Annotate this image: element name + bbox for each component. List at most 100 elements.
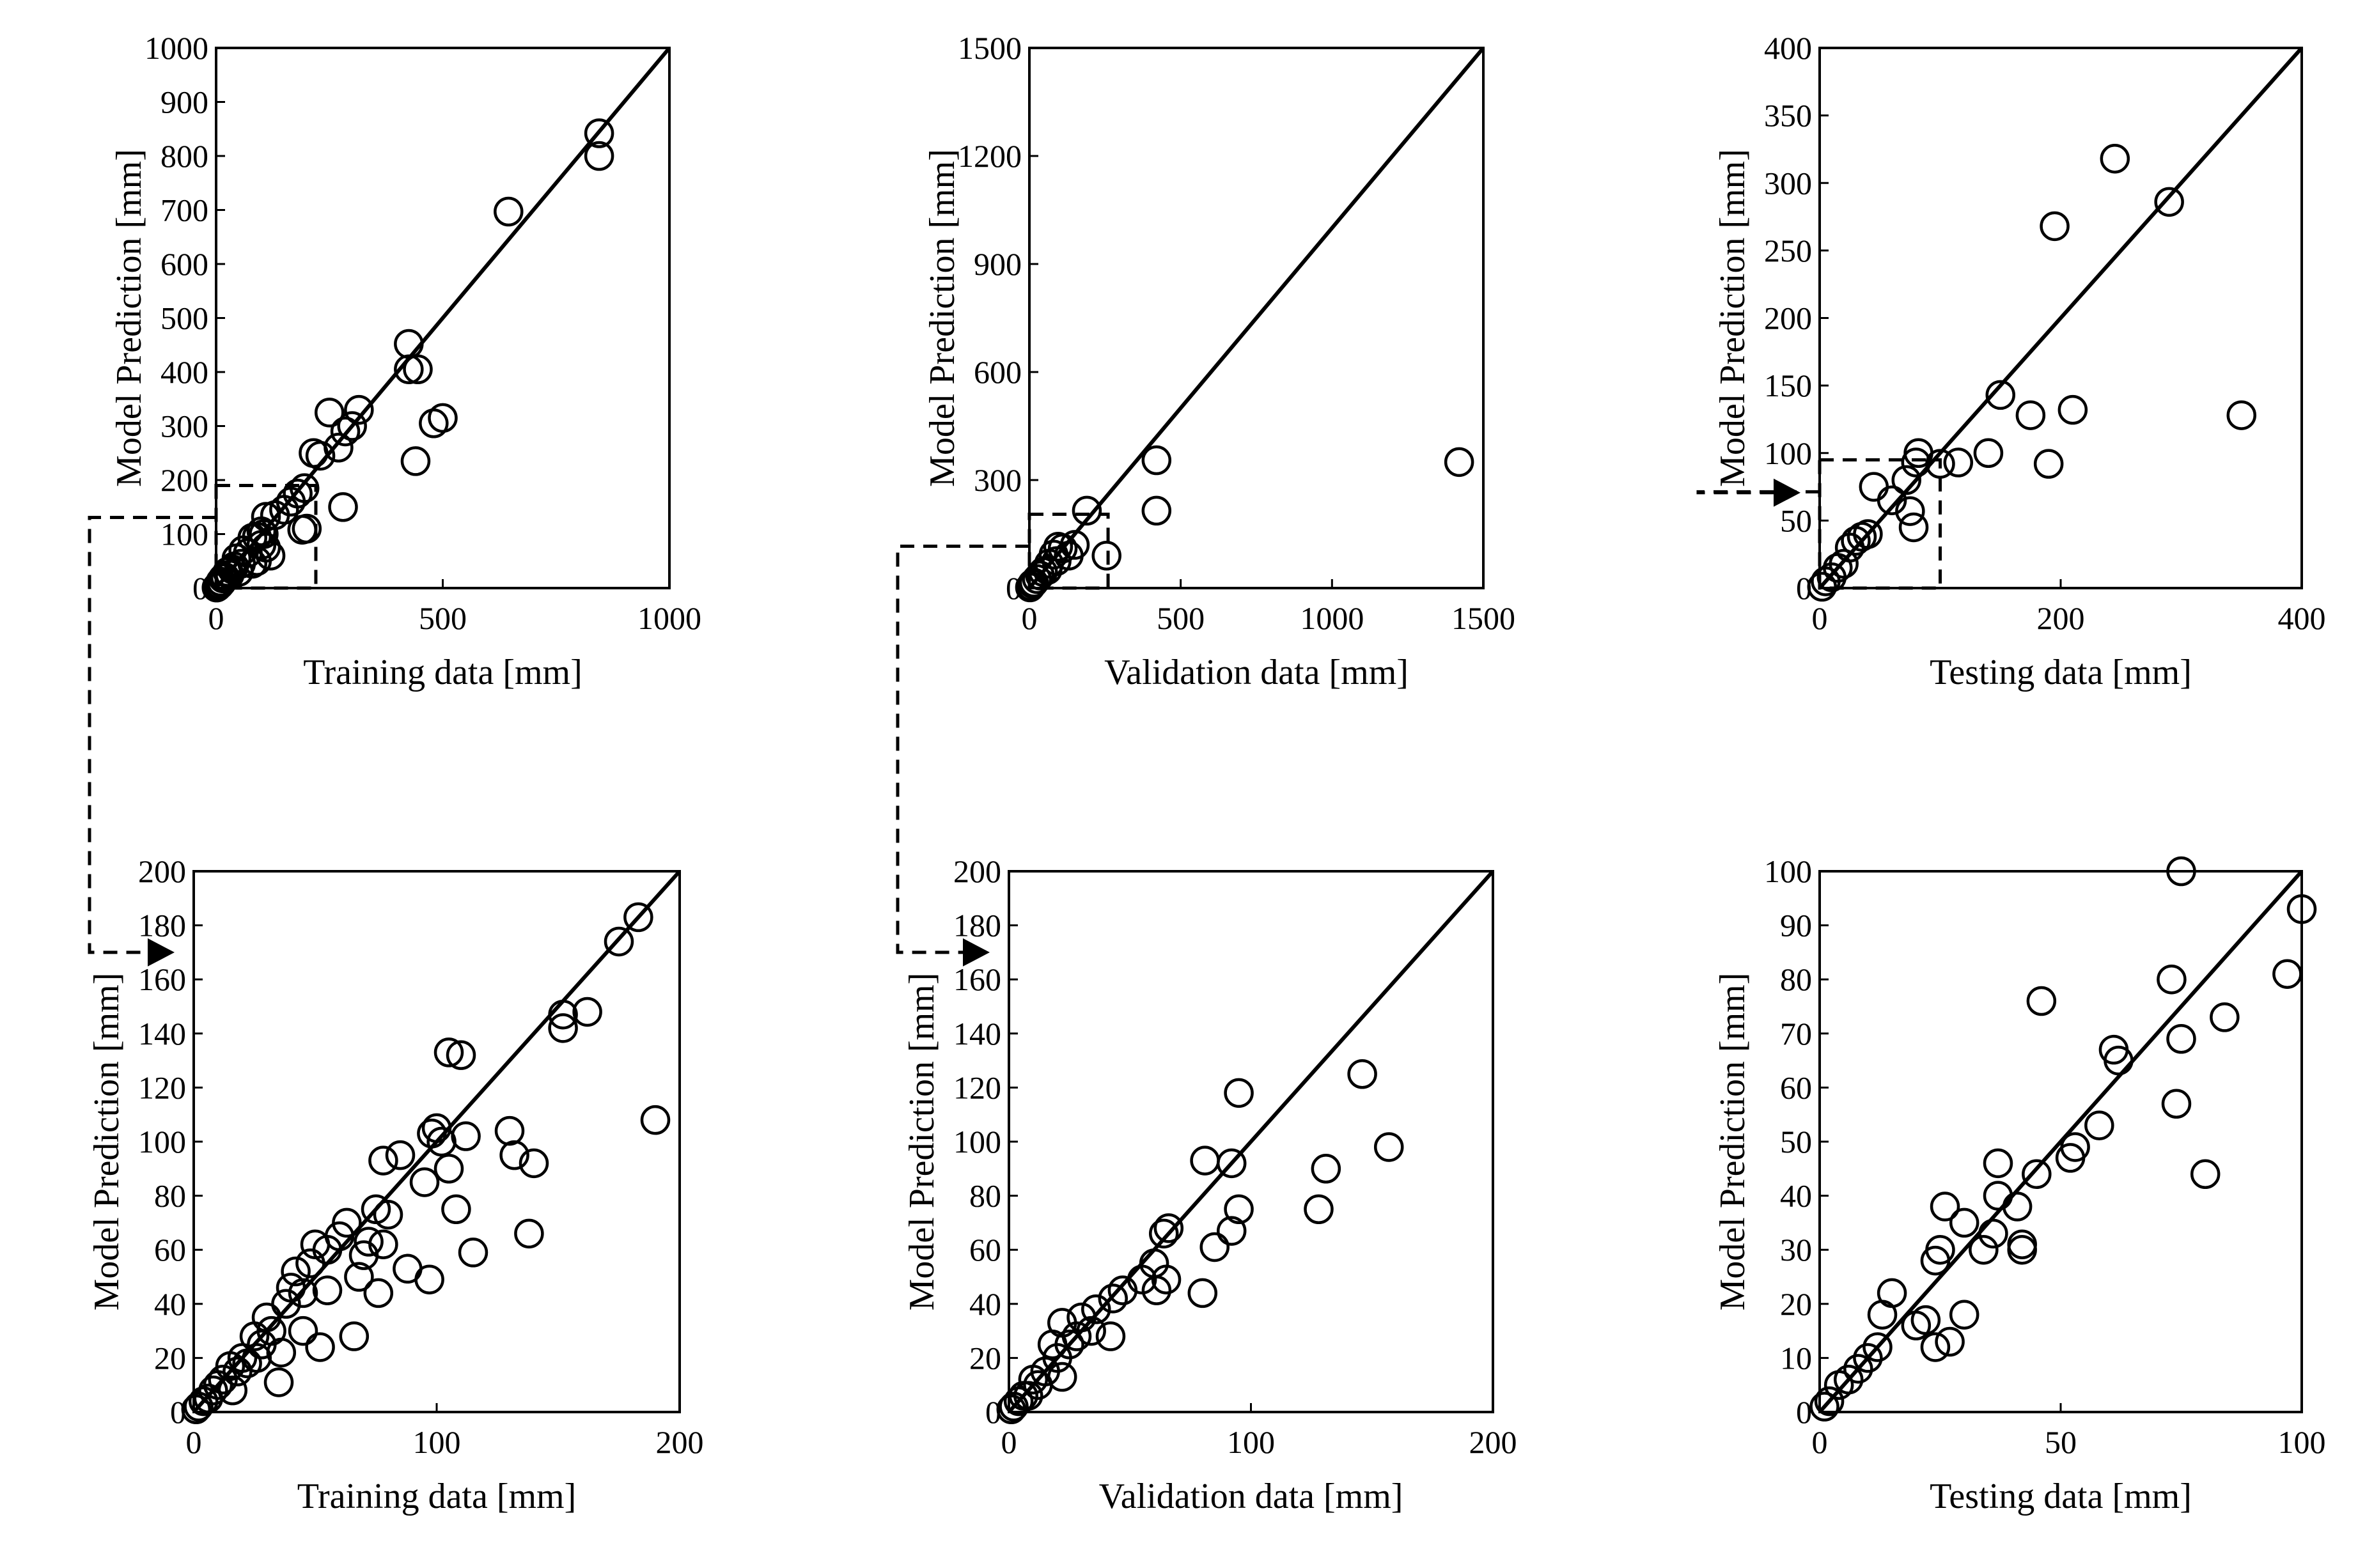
y-tick-label: 200 bbox=[138, 853, 186, 889]
y-tick-label: 200 bbox=[953, 853, 1001, 889]
data-point bbox=[393, 1254, 423, 1284]
data-point bbox=[2166, 856, 2196, 887]
data-point bbox=[2007, 1234, 2037, 1265]
data-point bbox=[385, 1140, 416, 1170]
data-point bbox=[305, 440, 336, 471]
y-tick-label: 900 bbox=[160, 84, 208, 120]
x-tick-label: 1500 bbox=[1451, 600, 1515, 636]
data-point bbox=[1930, 1192, 1960, 1222]
y-tick-label: 100 bbox=[1764, 853, 1812, 889]
y-axis-label: Model Prediction [mm] bbox=[923, 149, 962, 487]
data-point bbox=[2226, 400, 2256, 430]
y-axis-label: Model Prediction [mm] bbox=[1713, 973, 1753, 1311]
data-point bbox=[344, 394, 374, 425]
data-point bbox=[1920, 1245, 1951, 1276]
data-point bbox=[494, 196, 524, 227]
zoom-region-box bbox=[1027, 513, 1110, 590]
data-point bbox=[2084, 1110, 2114, 1140]
data-point bbox=[1187, 1278, 1218, 1308]
data-point bbox=[421, 1113, 452, 1144]
y-tick-label: 60 bbox=[969, 1232, 1001, 1268]
data-point bbox=[1898, 512, 1929, 543]
data-point bbox=[1224, 1194, 1254, 1224]
data-point bbox=[604, 926, 634, 957]
data-point bbox=[1107, 1275, 1138, 1305]
x-tick-label: 0 bbox=[208, 600, 224, 636]
x-tick-label: 0 bbox=[1022, 600, 1038, 636]
data-point bbox=[1903, 438, 1933, 468]
data-point bbox=[451, 1121, 481, 1151]
y-tick-label: 200 bbox=[1764, 300, 1812, 336]
y-tick-label: 120 bbox=[953, 1069, 1001, 1105]
y-tick-label: 160 bbox=[138, 961, 186, 997]
data-point bbox=[623, 902, 653, 933]
data-point bbox=[458, 1238, 488, 1268]
data-point bbox=[1095, 1321, 1126, 1351]
data-point bbox=[1867, 1300, 1898, 1330]
data-point bbox=[2002, 1192, 2033, 1222]
data-point bbox=[183, 1392, 214, 1422]
identity-line bbox=[1818, 870, 2304, 1413]
data-point bbox=[300, 1229, 331, 1259]
x-axis-label: Testing data [mm] bbox=[1930, 653, 2192, 692]
x-tick-label: 100 bbox=[1227, 1424, 1275, 1460]
y-tick-label: 800 bbox=[160, 138, 208, 174]
data-point bbox=[1949, 1300, 1979, 1330]
y-tick-label: 300 bbox=[974, 462, 1022, 498]
data-point bbox=[548, 1013, 578, 1043]
data-point bbox=[1148, 1218, 1179, 1249]
data-point bbox=[1066, 1302, 1097, 1333]
data-point bbox=[232, 1348, 262, 1379]
zoom-arrowhead bbox=[963, 938, 990, 966]
data-point bbox=[281, 1256, 311, 1287]
x-tick-label: 1000 bbox=[637, 600, 701, 636]
y-tick-label: 700 bbox=[160, 192, 208, 228]
zoom-arrowhead bbox=[1774, 478, 1800, 507]
y-tick-label: 30 bbox=[1780, 1232, 1812, 1268]
data-point bbox=[354, 1227, 384, 1257]
zoom-arrowhead bbox=[148, 938, 175, 966]
data-point bbox=[1347, 1059, 1377, 1089]
data-point bbox=[305, 1332, 335, 1362]
data-point bbox=[1811, 566, 1841, 596]
y-tick-label: 90 bbox=[1780, 908, 1812, 943]
data-point bbox=[181, 1394, 212, 1425]
y-tick-label: 10 bbox=[1780, 1340, 1812, 1376]
y-tick-label: 600 bbox=[974, 354, 1022, 390]
x-tick-label: 0 bbox=[1812, 1424, 1828, 1460]
y-tick-label: 40 bbox=[1780, 1178, 1812, 1214]
data-point bbox=[584, 118, 614, 148]
x-tick-label: 200 bbox=[2037, 600, 2085, 636]
data-point bbox=[1843, 1354, 1873, 1384]
data-point bbox=[1018, 1364, 1049, 1395]
data-point bbox=[1943, 447, 1974, 477]
identity-line bbox=[1027, 47, 1485, 589]
y-tick-label: 80 bbox=[1780, 961, 1812, 997]
x-tick-label: 1000 bbox=[1300, 600, 1364, 636]
y-tick-label: 100 bbox=[1764, 435, 1812, 471]
data-point bbox=[1216, 1216, 1247, 1246]
data-point bbox=[2100, 143, 2130, 174]
data-point bbox=[2040, 211, 2070, 242]
y-tick-label: 500 bbox=[160, 300, 208, 336]
x-axis-label: Validation data [mm] bbox=[1104, 653, 1409, 692]
y-tick-label: 50 bbox=[1780, 1124, 1812, 1160]
x-tick-label: 400 bbox=[2278, 600, 2326, 636]
data-point bbox=[2055, 1143, 2086, 1173]
data-point bbox=[1098, 1284, 1128, 1314]
data-point bbox=[208, 1364, 238, 1395]
data-point bbox=[499, 1140, 529, 1170]
y-tick-label: 20 bbox=[1780, 1286, 1812, 1322]
data-point bbox=[1091, 541, 1121, 571]
plot-frame bbox=[1028, 47, 1485, 589]
y-tick-label: 140 bbox=[953, 1016, 1001, 1052]
data-point bbox=[1814, 1386, 1845, 1417]
x-tick-label: 200 bbox=[1469, 1424, 1517, 1460]
y-tick-label: 60 bbox=[154, 1232, 186, 1268]
data-point bbox=[1304, 1194, 1334, 1224]
y-tick-label: 70 bbox=[1780, 1016, 1812, 1052]
